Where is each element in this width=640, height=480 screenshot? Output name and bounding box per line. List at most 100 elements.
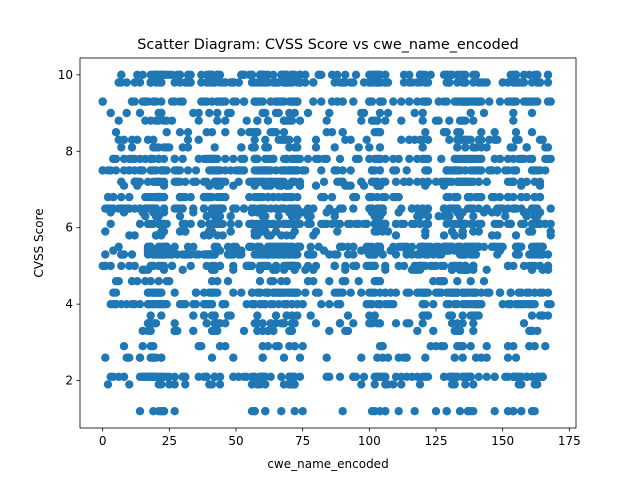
data-point xyxy=(394,353,403,362)
data-point xyxy=(295,78,305,87)
data-point xyxy=(535,311,545,320)
data-point xyxy=(154,192,163,202)
data-point xyxy=(461,300,470,309)
data-point xyxy=(106,219,115,229)
data-point xyxy=(295,353,305,362)
data-point xyxy=(423,372,433,381)
data-point xyxy=(445,166,454,175)
data-point xyxy=(338,407,347,416)
data-point xyxy=(242,116,251,125)
data-point xyxy=(250,407,259,416)
data-point xyxy=(530,407,539,416)
data-point xyxy=(301,265,310,274)
data-point xyxy=(509,116,518,125)
data-point xyxy=(301,288,310,297)
data-point xyxy=(418,143,427,152)
data-point xyxy=(210,319,219,328)
data-point xyxy=(527,219,537,229)
data-point xyxy=(101,227,110,236)
data-point xyxy=(325,326,334,336)
data-point xyxy=(346,135,355,144)
data-point xyxy=(338,204,347,213)
data-point xyxy=(207,204,217,213)
data-point xyxy=(405,319,414,328)
data-point xyxy=(287,326,297,336)
data-point xyxy=(298,342,307,351)
data-point xyxy=(431,342,441,351)
data-point xyxy=(375,288,385,297)
data-point xyxy=(482,177,491,186)
data-point xyxy=(290,227,299,236)
data-point xyxy=(530,380,539,389)
data-point xyxy=(266,97,275,106)
data-point xyxy=(325,250,334,259)
data-point xyxy=(159,70,169,80)
data-point xyxy=(439,342,449,351)
data-point xyxy=(146,70,155,80)
data-point xyxy=(469,166,478,175)
data-point xyxy=(365,97,374,106)
data-point xyxy=(229,288,238,297)
data-point xyxy=(114,116,123,125)
data-point xyxy=(477,97,486,106)
data-point xyxy=(375,277,385,286)
data-point xyxy=(525,227,534,236)
data-point xyxy=(495,288,505,297)
data-point xyxy=(543,311,553,320)
data-point xyxy=(397,116,406,125)
data-point xyxy=(178,97,187,106)
data-point xyxy=(290,407,299,416)
data-point xyxy=(106,108,115,118)
data-point xyxy=(290,166,299,175)
data-point xyxy=(255,277,265,286)
data-point xyxy=(335,154,345,164)
data-point xyxy=(269,277,278,286)
x-axis-ticks: 0 25 50 75 100 125 150 175 xyxy=(99,428,581,448)
data-point xyxy=(402,288,411,297)
y-tick-label: 4 xyxy=(65,297,73,311)
data-point xyxy=(365,143,374,152)
data-point xyxy=(362,135,371,144)
data-point xyxy=(191,288,201,297)
data-point xyxy=(213,192,222,202)
data-point xyxy=(546,219,555,229)
data-point xyxy=(466,204,475,213)
data-point xyxy=(98,97,107,106)
data-point xyxy=(309,231,318,240)
data-point xyxy=(245,192,254,202)
data-point xyxy=(335,372,345,381)
data-point xyxy=(282,70,291,80)
data-point xyxy=(306,311,315,320)
x-tick-label: 0 xyxy=(99,434,107,448)
data-point xyxy=(218,219,227,229)
data-point xyxy=(389,97,398,106)
data-point xyxy=(149,353,158,362)
data-point xyxy=(205,108,214,118)
data-point xyxy=(405,97,414,106)
data-point xyxy=(469,326,478,336)
data-point xyxy=(458,78,467,87)
data-point xyxy=(338,166,347,175)
data-point xyxy=(138,326,147,336)
data-point xyxy=(527,108,537,118)
data-point xyxy=(258,300,267,309)
data-point xyxy=(399,261,409,271)
data-point xyxy=(101,353,110,362)
data-point xyxy=(266,231,275,240)
data-point xyxy=(458,97,467,106)
data-point xyxy=(130,154,139,164)
data-point xyxy=(149,372,158,381)
data-point xyxy=(322,116,331,125)
data-point xyxy=(381,380,390,389)
data-point xyxy=(309,277,318,286)
data-point xyxy=(373,319,382,328)
y-tick-label: 2 xyxy=(65,374,73,388)
data-point xyxy=(202,177,211,186)
data-point xyxy=(247,261,257,271)
data-point xyxy=(509,97,518,106)
data-point xyxy=(170,407,179,416)
data-point xyxy=(138,70,147,80)
data-point xyxy=(175,300,185,309)
data-point xyxy=(279,265,289,274)
